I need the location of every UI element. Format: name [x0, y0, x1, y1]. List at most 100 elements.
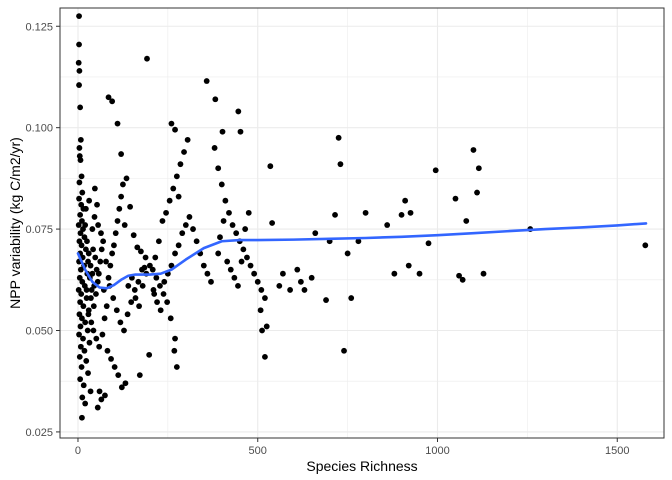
data-point — [76, 13, 82, 20]
data-point — [109, 250, 116, 257]
data-point — [170, 185, 177, 192]
data-point — [111, 364, 118, 370]
data-point — [177, 161, 184, 168]
data-point — [355, 238, 362, 245]
data-point — [227, 266, 234, 273]
data-point — [83, 287, 90, 293]
data-point — [235, 108, 242, 115]
x-tick-label: 0 — [75, 445, 81, 457]
data-point — [103, 303, 110, 310]
data-point — [127, 203, 134, 210]
data-point — [78, 291, 85, 297]
x-tick-label: 1000 — [425, 445, 449, 457]
data-point — [642, 242, 649, 249]
data-point — [122, 380, 129, 387]
data-point — [190, 226, 196, 232]
data-point — [89, 226, 96, 232]
data-point — [175, 193, 182, 200]
data-point — [384, 222, 391, 228]
data-point — [200, 262, 207, 269]
data-point — [111, 242, 117, 249]
data-point — [157, 282, 163, 289]
data-point — [224, 258, 231, 265]
data-point — [238, 258, 245, 265]
data-point — [118, 151, 125, 157]
data-point — [125, 282, 132, 289]
data-point — [101, 315, 108, 322]
data-point — [94, 404, 101, 411]
data-point — [164, 299, 171, 306]
data-point — [149, 266, 156, 273]
data-point — [96, 343, 103, 350]
data-point — [77, 104, 84, 111]
data-point — [407, 209, 414, 216]
data-point — [179, 230, 186, 237]
data-point — [80, 335, 86, 342]
data-point — [215, 165, 222, 172]
x-axis-ticks: 0 500 1000 1500 — [75, 438, 630, 457]
data-point — [312, 230, 319, 237]
data-point — [132, 295, 139, 301]
data-point — [220, 218, 227, 224]
data-point — [128, 299, 135, 306]
grid-lines — [60, 8, 664, 438]
data-point — [163, 209, 169, 216]
data-point — [344, 250, 351, 257]
data-point — [92, 254, 99, 261]
data-point — [95, 270, 102, 277]
data-point — [136, 372, 143, 379]
data-point — [105, 94, 112, 101]
data-point — [332, 211, 338, 218]
data-point — [100, 238, 107, 245]
data-point — [287, 287, 293, 293]
data-point — [456, 272, 462, 279]
data-point — [121, 222, 128, 228]
data-point — [93, 335, 100, 342]
data-point — [77, 266, 84, 273]
data-point — [120, 181, 126, 188]
data-point — [114, 218, 121, 224]
data-point — [237, 128, 244, 135]
data-point — [204, 270, 211, 277]
data-point — [130, 232, 137, 239]
data-point — [77, 136, 84, 143]
data-point — [175, 242, 182, 249]
data-point — [297, 278, 304, 285]
data-point — [308, 274, 315, 281]
data-point — [172, 335, 178, 342]
data-point — [323, 297, 329, 303]
data-point — [117, 319, 124, 326]
data-point — [153, 274, 160, 281]
data-point — [116, 205, 123, 212]
data-point — [131, 287, 138, 293]
data-point — [94, 201, 100, 208]
data-point — [76, 67, 83, 74]
data-point — [337, 161, 344, 168]
data-point — [155, 238, 162, 245]
data-point — [193, 238, 200, 245]
data-point — [172, 126, 178, 133]
data-point — [80, 303, 87, 310]
data-point — [94, 278, 101, 285]
data-point — [475, 165, 482, 172]
data-point — [85, 258, 91, 265]
data-point — [269, 220, 276, 226]
data-point — [79, 218, 85, 224]
data-point — [168, 120, 175, 127]
data-point — [280, 270, 286, 277]
data-point — [141, 264, 148, 271]
data-point — [182, 222, 189, 228]
data-point — [215, 250, 222, 257]
data-point — [267, 163, 274, 170]
data-point — [77, 211, 84, 218]
data-point — [118, 384, 125, 391]
data-point — [463, 218, 470, 224]
data-point — [173, 364, 180, 370]
data-point — [98, 396, 105, 403]
data-point — [85, 311, 92, 318]
x-tick-label: 500 — [249, 445, 267, 457]
data-point — [75, 222, 82, 228]
data-point — [301, 287, 308, 293]
data-point — [362, 209, 369, 216]
y-axis-ticks: 0.025 0.050 0.075 0.100 0.125 — [25, 21, 60, 439]
